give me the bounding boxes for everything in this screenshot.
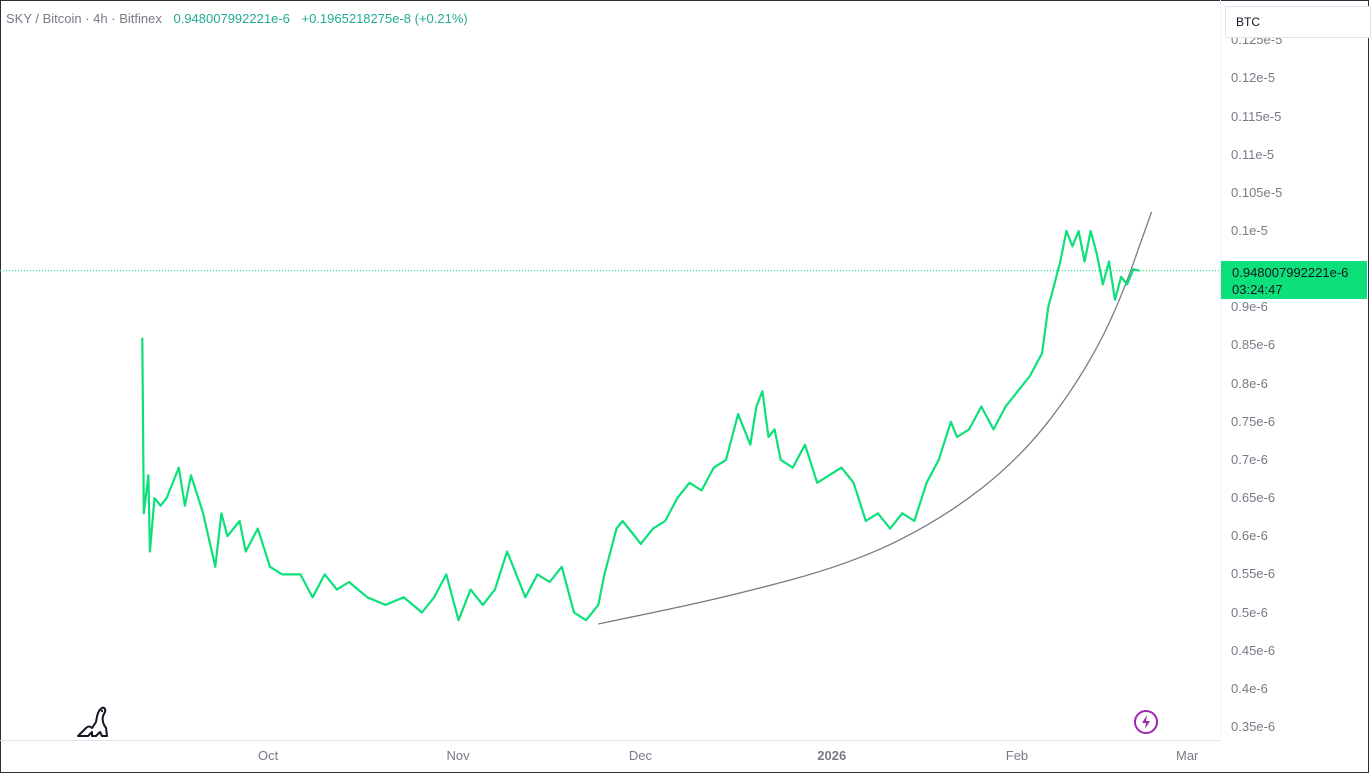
price-tick-label: 0.75e-6 <box>1231 413 1276 429</box>
series-layer <box>141 229 1140 622</box>
time-tick-label: Feb <box>1005 748 1029 763</box>
time-tick-label: Oct <box>258 748 279 763</box>
price-tick-label: 0.45e-6 <box>1231 642 1276 658</box>
time-tick-label: 2026 <box>817 748 847 763</box>
price-tick-label: 0.115e-5 <box>1231 108 1282 124</box>
price-tick-label: 0.1e-5 <box>1231 223 1268 238</box>
last-price-tag: 0.948007992221e-6 03:24:47 <box>1221 260 1367 299</box>
trend-curve[interactable] <box>598 211 1153 625</box>
dinosaur-logo-icon[interactable] <box>76 704 110 740</box>
price-tick-label: 0.7e-6 <box>1231 451 1268 467</box>
currency-selector[interactable]: BTC <box>1225 6 1371 38</box>
price-tick-label: 0.11e-5 <box>1231 146 1275 162</box>
price-tick-label: 0.35e-6 <box>1231 719 1276 734</box>
price-series-line[interactable] <box>141 229 1140 622</box>
price-tick-label: 0.8e-6 <box>1231 375 1268 391</box>
price-tick-label: 0.5e-6 <box>1231 604 1268 620</box>
price-tick-label: 0.55e-6 <box>1231 566 1276 582</box>
last-price-value: 0.948007992221e-6 <box>1232 264 1349 280</box>
time-tick-label: Dec <box>628 748 652 763</box>
price-tick-label: 0.105e-5 <box>1231 184 1283 200</box>
price-axis-separator <box>1220 0 1221 740</box>
price-tick-label: 0.12e-5 <box>1231 70 1276 86</box>
legend-last-value: 0.948007992221e-6 <box>173 11 290 26</box>
bar-countdown: 03:24:47 <box>1232 281 1283 297</box>
symbol-title[interactable]: SKY / Bitcoin · 4h · Bitfinex <box>6 11 162 26</box>
price-tick-label: 0.9e-6 <box>1231 299 1268 315</box>
price-tick-label: 0.65e-6 <box>1231 490 1276 506</box>
legend-change: +0.1965218275e-8 (+0.21%) <box>301 11 468 26</box>
trend-curve-layer <box>598 211 1153 625</box>
lightning-icon[interactable] <box>1133 709 1159 735</box>
time-axis-separator <box>0 740 1220 741</box>
price-axis[interactable]: 0.35e-6 0.4e-6 0.45e-6 0.5e-6 0.55e-6 0.6e-6 0… <box>1220 0 1371 740</box>
time-tick-label: Nov <box>446 748 470 763</box>
price-tick-label: 0.6e-6 <box>1231 528 1268 544</box>
time-tick-label: Mar <box>1176 748 1199 763</box>
symbol-legend[interactable]: SKY / Bitcoin · 4h · Bitfinex 0.94800799… <box>6 11 468 26</box>
price-tick-label: 0.85e-6 <box>1231 337 1276 353</box>
price-tick-label: 0.4e-6 <box>1231 680 1268 696</box>
